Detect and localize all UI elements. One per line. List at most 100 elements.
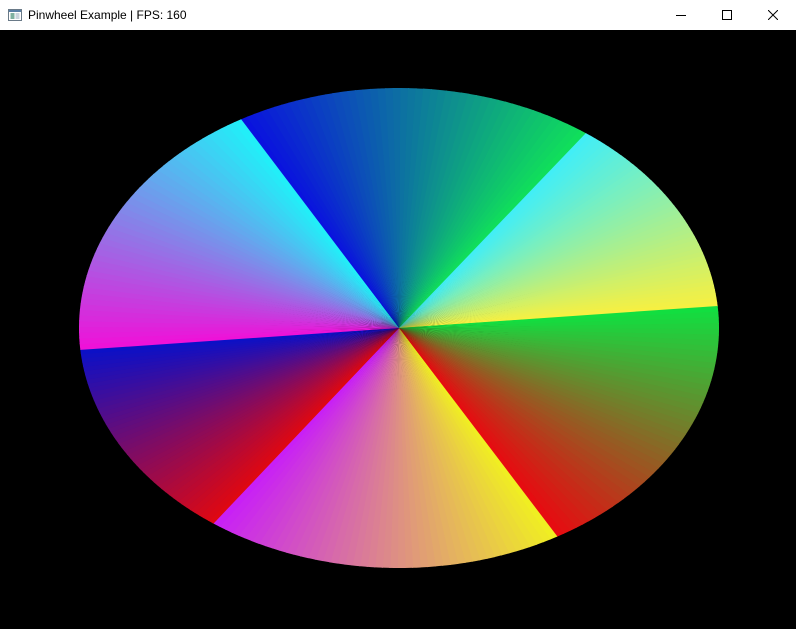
blade-wedge (399, 328, 640, 492)
blade-wedge (169, 328, 399, 499)
blade-wedge (399, 328, 524, 552)
blade-wedge (168, 156, 399, 328)
blade-wedge (153, 169, 399, 328)
blade-wedge (399, 227, 693, 328)
close-icon (768, 10, 778, 20)
blade-wedge (399, 263, 710, 328)
blade-wedge (399, 187, 663, 328)
blade-wedge (399, 123, 575, 328)
blade-wedge (399, 328, 551, 543)
blade-wedge (354, 89, 399, 328)
blade-wedge (399, 328, 488, 561)
blade-wedge (399, 328, 496, 559)
blade-wedge (399, 305, 719, 328)
pinwheel-blade (80, 328, 400, 524)
minimize-button[interactable] (658, 0, 704, 30)
blade-wedge (399, 284, 715, 328)
blade-wedge (399, 239, 700, 328)
blade-wedge (146, 328, 399, 480)
blade-wedge (85, 328, 399, 380)
blade-wedge (123, 328, 400, 456)
blade-wedge (399, 328, 645, 487)
blade-wedge (399, 170, 645, 328)
blade-wedge (150, 328, 399, 483)
blade-wedge (126, 328, 399, 459)
blade-wedge (396, 328, 406, 568)
blade-wedge (97, 328, 400, 413)
blade-wedge (118, 206, 399, 328)
blade-wedge (78, 326, 399, 333)
blade-wedge (399, 231, 695, 328)
blade-wedge (399, 328, 481, 562)
blade-wedge (399, 120, 568, 328)
blade-wedge (399, 161, 634, 328)
blade-wedge (399, 328, 650, 483)
blade-wedge (295, 98, 399, 328)
render-canvas[interactable] (0, 30, 796, 629)
blade-wedge (399, 297, 718, 328)
blade-wedge (399, 328, 451, 566)
blade-wedge (134, 187, 399, 328)
blade-wedge (115, 328, 399, 444)
blade-wedge (399, 243, 701, 328)
blade-wedge (399, 288, 716, 328)
blade-wedge (198, 328, 399, 519)
blade-wedge (399, 328, 474, 563)
blade-wedge (103, 328, 399, 425)
close-button[interactable] (750, 0, 796, 30)
blade-wedge (399, 328, 510, 556)
blade-wedge (118, 328, 400, 448)
blade-wedge (185, 328, 399, 511)
blade-wedge (399, 129, 587, 328)
blade-wedge (136, 328, 399, 470)
blade-wedge (399, 328, 590, 525)
maximize-button[interactable] (704, 0, 750, 30)
blade-wedge (399, 328, 466, 565)
blade-wedge (231, 328, 399, 536)
blade-wedge (399, 328, 655, 479)
blade-wedge (399, 146, 614, 328)
blade-wedge (399, 280, 714, 328)
app-window-icon (8, 9, 22, 21)
blade-wedge (399, 149, 618, 328)
blade-wedge (281, 102, 399, 328)
blade-wedge (399, 268, 711, 328)
blade-wedge (317, 94, 399, 328)
blade-wedge (120, 328, 399, 452)
blade-wedge (102, 231, 400, 328)
blade-wedge (399, 328, 545, 545)
blade-wedge (157, 328, 399, 490)
blade-wedge (399, 328, 414, 568)
blade-wedge (399, 133, 592, 328)
blade-wedge (399, 301, 718, 328)
blade-wedge (165, 328, 399, 496)
blade-wedge (79, 328, 399, 345)
blade-wedge (208, 131, 399, 328)
blade-wedge (399, 311, 719, 328)
blade-wedge (399, 328, 680, 450)
blade-wedge (115, 211, 400, 328)
blade-wedge (122, 201, 399, 328)
blade-wedge (101, 328, 400, 421)
blade-wedge (399, 328, 676, 455)
blade-wedge (218, 328, 399, 530)
blade-wedge (399, 223, 691, 328)
blade-wedge (399, 220, 688, 328)
blade-wedge (399, 212, 683, 328)
title-bar[interactable]: Pinwheel Example | FPS: 160 (0, 0, 796, 30)
blade-wedge (399, 143, 610, 328)
blade-wedge (88, 328, 400, 393)
blade-wedge (129, 328, 399, 463)
blade-wedge (184, 145, 399, 328)
blade-wedge (157, 165, 399, 328)
blade-wedge (399, 328, 503, 558)
blade-wedge (202, 134, 399, 328)
blade-wedge (399, 328, 630, 500)
blade-wedge (143, 178, 399, 328)
blade-wedge (399, 328, 558, 540)
blade-wedge (264, 328, 399, 549)
blade-wedge (369, 88, 399, 328)
blade-wedge (399, 107, 535, 328)
blade-wedge (399, 328, 602, 519)
blade-wedge (399, 328, 608, 515)
